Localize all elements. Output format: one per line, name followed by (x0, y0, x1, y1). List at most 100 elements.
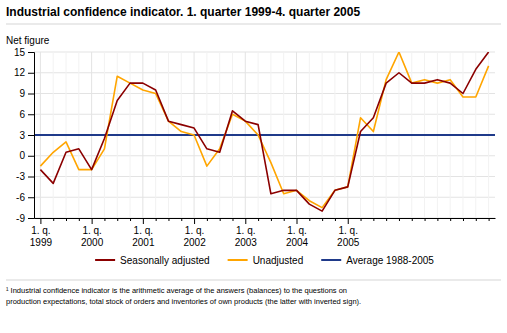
x-tick (168, 218, 169, 221)
y-tick-label: 15 (14, 47, 26, 58)
x-tick-mark (53, 218, 54, 221)
y-tick-mark (28, 114, 34, 115)
x-tick-mark (399, 218, 400, 221)
x-tick-mark (322, 218, 323, 221)
x-tick (476, 218, 477, 221)
x-tick-mark (181, 218, 182, 221)
x-tick-mark (412, 218, 413, 221)
legend-item: Unadjusted (228, 255, 304, 266)
x-tick-mark (194, 218, 195, 224)
x-tick (399, 218, 400, 221)
grid-line-y (34, 197, 495, 198)
y-axis: -9-6-303691215 (14, 47, 35, 224)
x-tick (181, 218, 182, 221)
legend-swatch (95, 259, 115, 261)
y-tick-label: 9 (19, 88, 25, 99)
x-tick-label: 1. q.2004 (286, 225, 309, 248)
x-tick-mark (361, 218, 362, 221)
x-tick-mark (489, 218, 490, 221)
x-tick (117, 218, 118, 221)
grid-line-y (34, 114, 495, 115)
x-tick (258, 218, 259, 221)
x-tick (79, 218, 80, 221)
y-tick-mark (28, 73, 34, 74)
y-tick-mark (28, 197, 34, 198)
y-tick: 9 (19, 88, 34, 99)
x-tick (220, 218, 221, 221)
y-tick-mark (28, 52, 34, 53)
y-tick: -9 (16, 213, 34, 224)
title: Industrial confidence indicator. 1. quar… (6, 5, 360, 19)
title-rule (6, 24, 501, 25)
y-tick-mark (28, 218, 34, 219)
y-tick: -3 (16, 171, 34, 182)
y-tick: -6 (16, 192, 34, 203)
footnote-line: ¹ Industrial confidence indicator is the… (6, 286, 347, 295)
legend-label: Unadjusted (253, 255, 304, 266)
x-tick-mark (258, 218, 259, 221)
x-tick: 1. q.2003 (235, 218, 258, 248)
x-tick-mark (168, 218, 169, 221)
x-tick-mark (143, 218, 144, 224)
x-tick (130, 218, 131, 221)
y-tick-mark (28, 177, 34, 178)
x-tick-label-line: 1999 (30, 237, 53, 248)
x-tick-label-line: 2000 (81, 237, 104, 248)
x-tick-mark (297, 218, 298, 224)
grid-line-y (34, 176, 495, 177)
x-tick-label-line: 2005 (337, 237, 360, 248)
legend-label: Average 1988-2005 (346, 255, 434, 266)
grid-line-y (34, 52, 495, 53)
y-tick-label: 12 (14, 67, 26, 78)
chart: Industrial confidence indicator. 1. quar… (0, 0, 507, 333)
footnote: ¹ Industrial confidence indicator is the… (6, 286, 361, 306)
x-tick-label-line: 1. q. (31, 225, 50, 236)
x-tick (425, 218, 426, 221)
x-tick-mark (386, 218, 387, 221)
x-tick (271, 218, 272, 221)
x-tick-mark (130, 218, 131, 221)
x-axis: 1. q.19991. q.20001. q.20011. q.20021. q… (30, 218, 496, 248)
x-tick: 1. q.1999 (30, 218, 53, 248)
x-tick-label-line: 2003 (235, 237, 258, 248)
x-tick-label: 1. q.2005 (337, 225, 360, 248)
x-tick: 1. q.2001 (132, 218, 155, 248)
x-tick (373, 218, 374, 221)
x-tick-mark (117, 218, 118, 221)
x-tick-mark (335, 218, 336, 221)
x-tick-label: 1. q.1999 (30, 225, 53, 248)
x-tick-mark (450, 218, 451, 221)
x-tick-mark (284, 218, 285, 221)
plot: -9-6-3036912151. q.19991. q.20001. q.200… (14, 47, 496, 248)
y-tick: 6 (19, 109, 34, 120)
x-tick-label: 1. q.2001 (132, 225, 155, 248)
x-tick-mark (232, 218, 233, 221)
x-tick-label: 1. q.2003 (235, 225, 258, 248)
y-tick-label: -9 (16, 213, 25, 224)
y-tick-label: 6 (19, 109, 25, 120)
x-tick: 1. q.2004 (286, 218, 309, 248)
x-tick-mark (79, 218, 80, 221)
average-line (34, 134, 495, 136)
y-tick: 3 (19, 130, 34, 141)
y-tick-label: -6 (16, 192, 25, 203)
y-tick-mark (28, 94, 34, 95)
x-tick-label: 1. q.2000 (81, 225, 104, 248)
grid-line-y (34, 93, 495, 94)
x-tick-label-line: 1. q. (134, 225, 153, 236)
x-tick-mark (463, 218, 464, 221)
x-tick (386, 218, 387, 221)
x-tick (335, 218, 336, 221)
x-tick-mark (476, 218, 477, 221)
legend-label: Seasonally adjusted (120, 255, 210, 266)
x-tick (309, 218, 310, 221)
x-tick (361, 218, 362, 221)
x-tick (66, 218, 67, 221)
x-tick-label-line: 2002 (183, 237, 206, 248)
y-tick-label: -3 (16, 171, 25, 182)
x-tick-label-line: 1. q. (82, 225, 101, 236)
x-tick-mark (437, 218, 438, 221)
x-tick-mark (207, 218, 208, 221)
x-tick: 1. q.2000 (81, 218, 104, 248)
x-tick-label-line: 2004 (286, 237, 309, 248)
